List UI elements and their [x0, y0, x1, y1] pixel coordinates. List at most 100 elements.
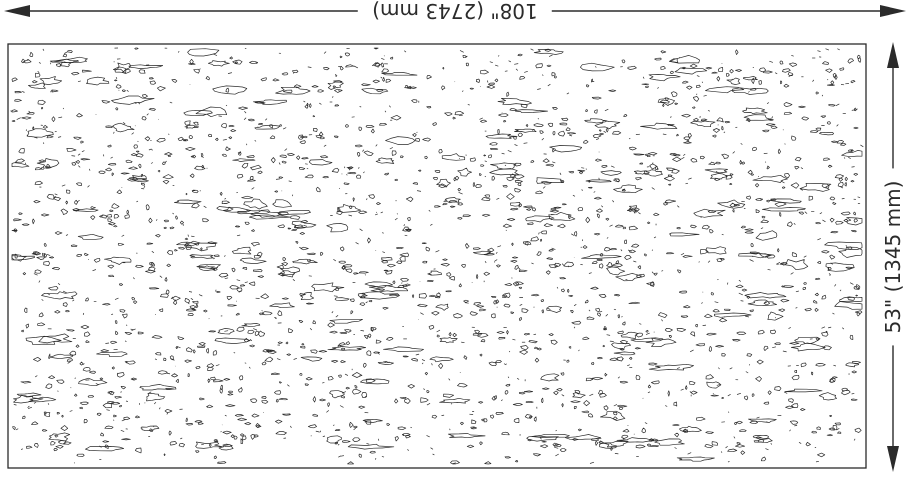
texture-contour	[506, 91, 510, 97]
texture-contour	[279, 124, 282, 127]
texture-contour	[649, 444, 660, 447]
texture-contour	[843, 157, 846, 159]
texture-contour	[674, 67, 708, 75]
texture-contour	[746, 353, 753, 357]
texture-contour	[634, 207, 640, 213]
texture-contour	[342, 265, 346, 270]
texture-contour	[106, 409, 110, 411]
texture-contour	[708, 346, 712, 352]
texture-contour	[361, 87, 389, 95]
texture-contour	[610, 165, 615, 168]
texture-contour	[396, 246, 404, 249]
texture-contour	[43, 260, 50, 266]
texture-contour	[789, 420, 799, 425]
texture-contour	[695, 324, 698, 328]
texture-contour	[822, 345, 832, 351]
texture-contour	[226, 295, 233, 301]
texture-contour	[662, 103, 665, 107]
texture-contour	[99, 214, 107, 219]
texture-contour	[513, 136, 517, 140]
texture-contour	[550, 339, 558, 345]
texture-contour	[603, 405, 609, 411]
texture-contour	[190, 298, 194, 300]
texture-contour	[206, 363, 215, 368]
texture-contour	[42, 48, 45, 51]
texture-contour	[572, 194, 576, 197]
texture-contour	[77, 80, 81, 83]
texture-contour	[232, 158, 256, 162]
texture-contour	[59, 61, 72, 68]
texture-contour	[740, 225, 746, 229]
texture-contour	[164, 160, 167, 164]
texture-contour	[647, 384, 652, 389]
texture-contour	[521, 308, 529, 314]
texture-contour	[635, 374, 641, 380]
texture-contour	[777, 263, 779, 266]
texture-contour	[556, 387, 563, 392]
texture-contour	[323, 144, 327, 147]
texture-contour	[622, 428, 630, 433]
texture-contour	[163, 226, 167, 229]
texture-contour	[821, 331, 829, 337]
texture-contour	[841, 390, 851, 396]
texture-contour	[667, 104, 670, 107]
texture-contour	[51, 267, 61, 271]
texture-contour	[729, 183, 733, 186]
texture-contour	[633, 170, 650, 175]
texture-contour	[660, 66, 666, 70]
texture-contour	[523, 390, 534, 393]
texture-contour	[821, 250, 830, 254]
texture-contour	[577, 169, 586, 172]
texture-contour	[188, 63, 196, 66]
texture-contour	[741, 161, 746, 165]
texture-contour	[640, 274, 642, 277]
texture-contour	[749, 251, 760, 255]
texture-contour	[472, 250, 492, 255]
texture-contour	[622, 226, 627, 230]
texture-contour	[99, 377, 104, 381]
texture-contour	[509, 107, 517, 111]
texture-contour	[46, 163, 50, 169]
texture-contour	[836, 428, 840, 431]
texture-contour	[363, 335, 369, 340]
texture-contour	[84, 331, 91, 337]
texture-contour	[426, 390, 430, 394]
texture-contour	[176, 346, 181, 349]
texture-contour	[814, 307, 819, 312]
texture-contour	[484, 261, 487, 264]
texture-contour	[490, 414, 495, 419]
texture-contour	[554, 443, 562, 448]
texture-contour	[192, 300, 199, 304]
texture-contour	[559, 172, 562, 175]
texture-contour	[618, 406, 624, 411]
texture-contour	[606, 261, 613, 268]
texture-contour	[248, 281, 256, 286]
texture-contour	[347, 461, 354, 465]
texture-contour	[453, 313, 463, 319]
texture-contour	[365, 378, 376, 383]
texture-contour	[780, 180, 785, 184]
texture-contour	[78, 377, 108, 387]
texture-contour	[131, 328, 136, 331]
texture-contour	[804, 211, 808, 214]
texture-contour	[407, 384, 415, 389]
texture-contour	[677, 269, 682, 274]
texture-contour	[620, 331, 639, 339]
texture-contour	[548, 211, 576, 222]
texture-contour	[466, 444, 475, 448]
texture-contour	[803, 282, 807, 285]
texture-contour	[853, 438, 856, 441]
texture-contour	[329, 318, 363, 324]
texture-contour	[124, 332, 133, 335]
texture-contour	[649, 163, 658, 170]
texture-contour	[238, 375, 244, 381]
texture-contour	[381, 257, 393, 261]
texture-contour	[552, 442, 560, 447]
texture-contour	[373, 351, 380, 354]
texture-contour	[476, 78, 481, 83]
texture-contour	[261, 399, 269, 404]
texture-contour	[489, 61, 493, 64]
texture-contour	[790, 272, 794, 275]
texture-contour	[853, 211, 856, 216]
texture-contour	[613, 411, 618, 416]
